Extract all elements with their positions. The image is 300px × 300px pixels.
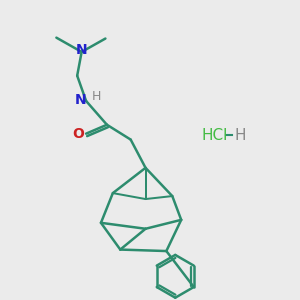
Text: H: H bbox=[92, 90, 101, 103]
Text: N: N bbox=[75, 93, 87, 107]
Text: O: O bbox=[72, 127, 84, 141]
Text: HCl: HCl bbox=[202, 128, 228, 142]
Text: H: H bbox=[235, 128, 246, 142]
Text: N: N bbox=[76, 43, 88, 56]
